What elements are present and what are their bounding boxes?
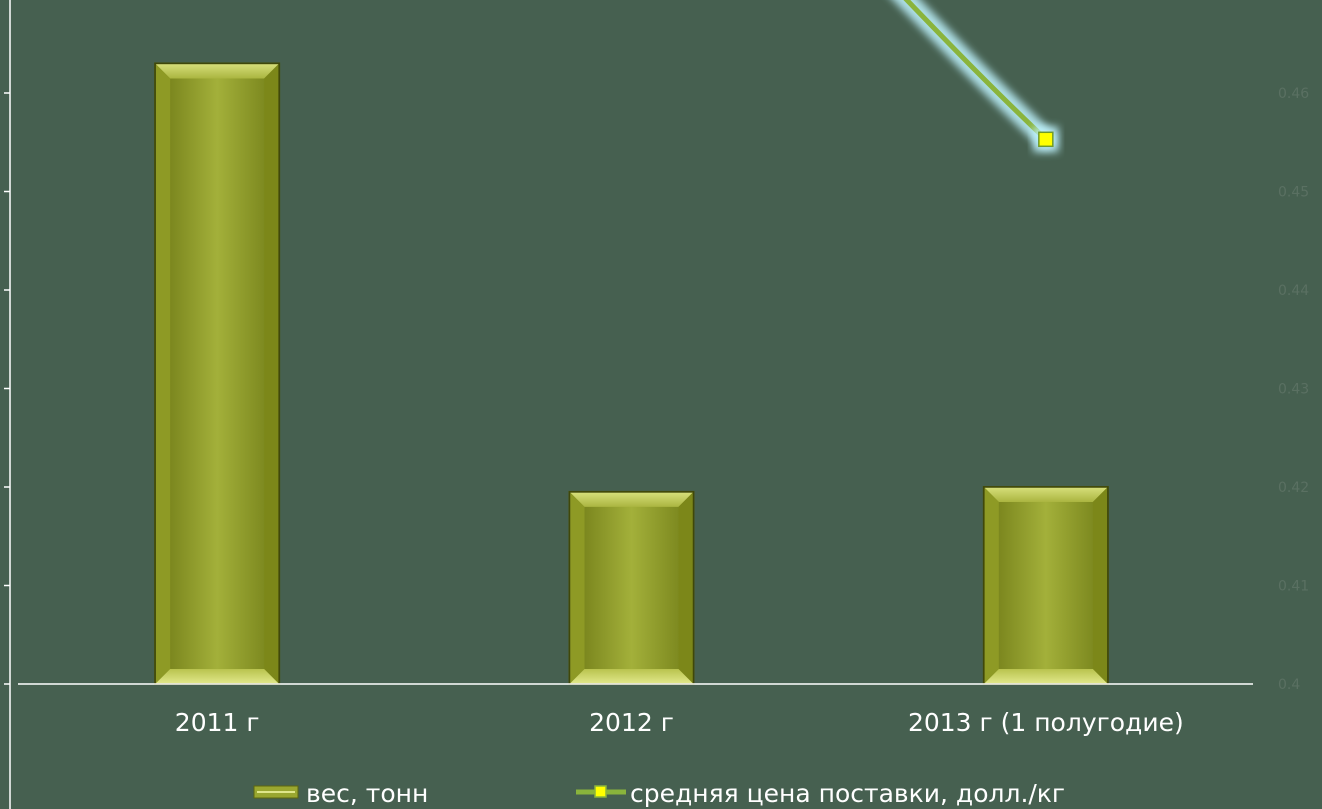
x-axis-label: 2011 г	[175, 708, 260, 737]
x-axis-labels: 2011 г 2012 г 2013 г (1 полугодие)	[175, 708, 1184, 737]
line-series	[892, 0, 1059, 153]
bar-bevel-top	[569, 491, 694, 507]
bar-body	[568, 490, 695, 685]
bar-bevel-bottom	[569, 669, 694, 684]
legend-label-bar: вес, тонн	[306, 779, 428, 808]
bar-bevel-top	[983, 487, 1108, 502]
bar-bevel-bottom	[155, 669, 280, 684]
line-marker	[1038, 131, 1054, 148]
bar-bevel-right	[1092, 487, 1108, 684]
bar	[154, 62, 281, 685]
legend: вес, тонн средняя цена поставки, долл./к…	[253, 779, 1065, 808]
bar	[982, 486, 1109, 685]
legend-label-line: средняя цена поставки, долл./кг	[630, 779, 1065, 808]
bar-bevel-top	[155, 63, 280, 79]
bar-bevel-left	[983, 487, 999, 684]
y-axis-right-tick-label: 0.43	[1278, 382, 1309, 398]
legend-item-line: средняя цена поставки, долл./кг	[576, 779, 1065, 808]
y-axis-right-tick-label: 0.42	[1278, 480, 1309, 496]
line-glow	[892, 0, 1056, 150]
y-axis-right-tick-label: 0.41	[1278, 579, 1309, 595]
y-axis-right-tick-label: 0.46	[1278, 86, 1309, 102]
y-axis-right-tick-label: 0.45	[1278, 185, 1309, 201]
legend-swatch-marker	[594, 785, 607, 798]
bar-body	[982, 486, 1109, 685]
legend-item-bar: вес, тонн	[253, 779, 428, 808]
bar-bevel-right	[264, 63, 280, 684]
y-axis-right-tick-label: 0.44	[1278, 283, 1309, 299]
y-axis-right: 0.40.410.420.430.440.450.460.470.480.490…	[1278, 0, 1309, 693]
x-axis-label: 2013 г (1 полугодие)	[908, 708, 1184, 737]
bar-bevel-bottom	[983, 669, 1108, 684]
x-axis-label: 2012 г	[589, 708, 674, 737]
bar-series	[154, 62, 1109, 685]
bar-body	[154, 62, 281, 685]
bar-bevel-left	[569, 491, 585, 684]
bar	[568, 490, 695, 685]
y-axis-left	[4, 0, 11, 809]
y-axis-right-tick-label: 0.47	[1278, 0, 1309, 4]
bar-bevel-right	[678, 491, 694, 684]
bar-bevel-left	[155, 63, 171, 684]
y-axis-right-tick-label: 0.4	[1278, 677, 1300, 693]
